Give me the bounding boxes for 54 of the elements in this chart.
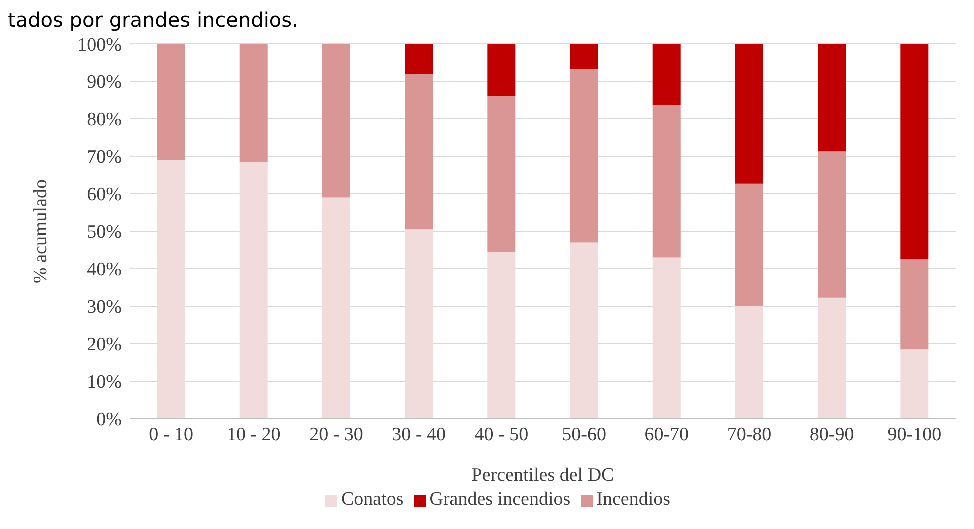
bar [405, 44, 434, 74]
bar [652, 258, 681, 419]
bar [488, 44, 516, 96]
x-tick-label: 90-100 [888, 424, 942, 446]
y-tick-label: 60% [87, 184, 122, 206]
y-tick-label: 70% [87, 147, 122, 168]
bar [157, 44, 186, 160]
bar [735, 306, 764, 419]
y-tick-label: 50% [87, 222, 122, 244]
text: tados por grandes incendios. [8, 8, 298, 32]
legend-label: Conatos [341, 489, 404, 510]
x-tick-label: 10 - 20 [226, 424, 281, 446]
bar [322, 44, 350, 198]
y-tick-label: 0% [96, 410, 122, 431]
bar [322, 198, 350, 419]
bar [488, 252, 516, 419]
bar [652, 105, 681, 258]
x-tick-label: 60-70 [644, 424, 690, 446]
bar [818, 44, 846, 152]
bar [570, 69, 598, 243]
bar [900, 44, 929, 260]
bar [240, 162, 268, 419]
x-tick-label: 50-60 [562, 424, 606, 446]
bar [735, 184, 764, 306]
bar [240, 44, 268, 162]
bar [570, 44, 598, 70]
y-tick-label: 80% [87, 110, 122, 131]
y-tick-label: 10% [87, 372, 122, 394]
y-tick-label: 20% [87, 334, 122, 356]
bar [405, 74, 434, 230]
y-tick-label: 100% [78, 34, 122, 56]
bar [405, 230, 434, 419]
y-tick-label: 40% [87, 260, 122, 281]
bar [900, 350, 929, 419]
x-axis-title: Percentiles del DC [472, 465, 614, 486]
bar [157, 160, 186, 419]
bar [735, 44, 764, 184]
bar [818, 152, 846, 298]
x-tick-label: 20 - 30 [310, 424, 364, 446]
bar [900, 260, 929, 350]
x-tick-label: 80-90 [810, 424, 854, 446]
x-tick-label: 70-80 [727, 424, 772, 446]
legend-label: Incendios [596, 489, 671, 510]
y-tick-label: 30% [87, 297, 122, 318]
y-tick-label: 90% [87, 72, 122, 94]
bar [570, 242, 598, 419]
y-axis-title: % acumulado [30, 180, 52, 284]
x-tick-label: 30 - 40 [392, 424, 446, 446]
legend-label: Grandes incendios [430, 489, 571, 510]
x-tick-label: 0 - 10 [149, 424, 194, 446]
bar [488, 96, 516, 252]
x-tick-label: 40 - 50 [474, 424, 529, 446]
bar [652, 44, 681, 106]
bar [818, 298, 846, 419]
